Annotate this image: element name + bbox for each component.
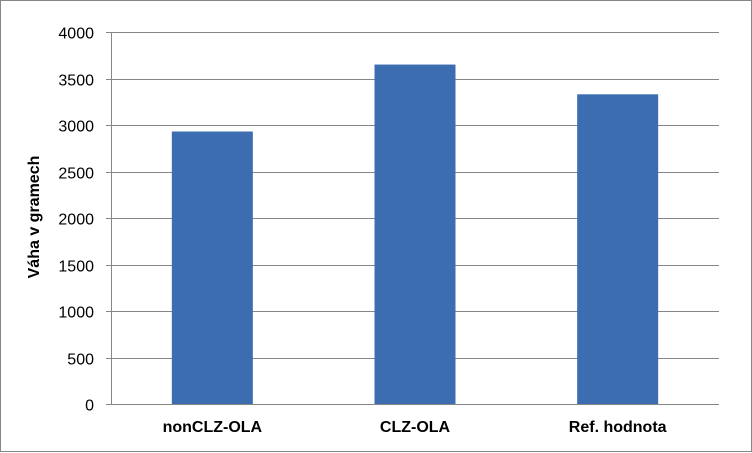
x-category-label: CLZ-OLA <box>380 419 451 436</box>
y-tick-label: 3500 <box>58 73 94 90</box>
y-tick-label: 1000 <box>58 305 94 322</box>
y-tick-label: 1500 <box>58 259 94 276</box>
y-tick-label: 500 <box>67 352 94 369</box>
y-tick-label: 4000 <box>58 26 94 43</box>
bar-3 <box>577 94 659 404</box>
x-category-label: nonCLZ-OLA <box>163 419 263 436</box>
x-category-labels: nonCLZ-OLA CLZ-OLA Ref. hodnota <box>163 419 667 436</box>
y-tick-labels: 0 500 1000 1500 2000 2500 3000 3500 4000 <box>58 26 94 415</box>
y-tick-label: 0 <box>85 398 94 415</box>
y-tick-label: 3000 <box>58 119 94 136</box>
axes <box>111 32 719 405</box>
bar-2 <box>374 64 456 405</box>
x-category-label: Ref. hodnota <box>569 419 667 436</box>
bar-1 <box>171 131 253 404</box>
y-tick-label: 2500 <box>58 166 94 183</box>
y-tick-label: 2000 <box>58 212 94 229</box>
y-axis-title: Váha v gramech <box>26 156 43 279</box>
bars <box>171 64 659 405</box>
